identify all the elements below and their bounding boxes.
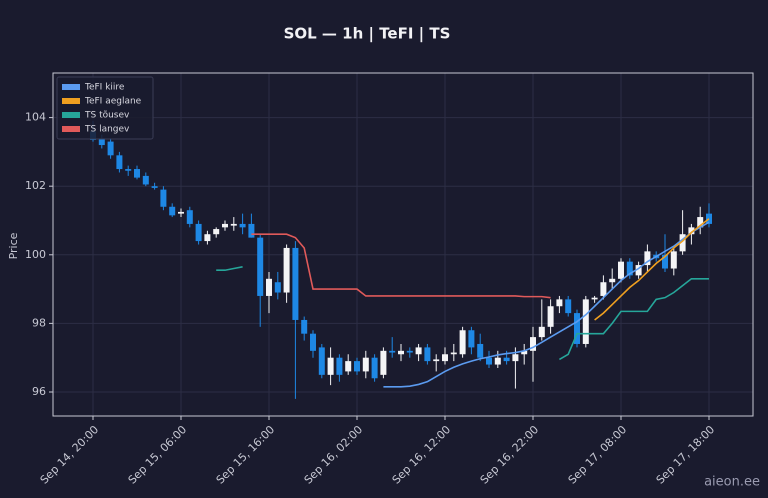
y-tick-label: 98 xyxy=(32,316,46,329)
candle-body xyxy=(433,359,440,362)
legend-label: TeFI aeglane xyxy=(84,97,142,107)
candle-body xyxy=(292,247,299,320)
candle-body xyxy=(538,326,545,338)
candle-body xyxy=(274,282,281,293)
legend-swatch xyxy=(62,84,80,90)
candle-body xyxy=(345,361,352,372)
candle-body xyxy=(486,357,492,365)
chart-title: SOL — 1h | TeFI | TS xyxy=(284,25,451,44)
legend: TeFI kiire TeFI aeglane TS tõusev TS langev xyxy=(56,76,154,140)
candle-body xyxy=(565,299,572,314)
candle-body xyxy=(178,211,184,214)
candle-body xyxy=(204,234,211,242)
candle-body xyxy=(239,223,246,228)
candle-body xyxy=(468,330,475,348)
candle-body xyxy=(248,223,255,238)
candle-body xyxy=(169,206,176,216)
candle-body xyxy=(600,282,607,296)
candle-body xyxy=(574,313,580,344)
legend-swatch xyxy=(62,112,80,118)
candle-body xyxy=(134,169,140,178)
candle-body xyxy=(503,357,510,362)
indicator-line xyxy=(216,266,709,361)
indicator-line xyxy=(594,218,710,321)
y-tick-label: 100 xyxy=(25,248,46,261)
candle-body xyxy=(424,347,431,362)
candle-body xyxy=(626,261,633,276)
y-axis-label: Price xyxy=(7,232,20,259)
candle-body xyxy=(389,350,396,353)
candle-body xyxy=(125,169,132,171)
candle-body xyxy=(336,357,343,375)
indicator-line xyxy=(251,233,551,299)
candle-body xyxy=(266,278,272,296)
legend-label: TeFI kiire xyxy=(84,83,125,93)
candle-body xyxy=(98,138,105,146)
candle-body xyxy=(547,306,554,327)
candle-body xyxy=(618,261,624,279)
candle-body xyxy=(697,217,704,228)
candle-body xyxy=(151,186,158,188)
legend-swatch xyxy=(62,126,80,132)
candle-body xyxy=(688,227,695,235)
candle-body xyxy=(362,357,369,372)
candle-body xyxy=(327,357,334,375)
indicator-line xyxy=(383,221,710,388)
candle-body xyxy=(477,343,484,358)
candle-body xyxy=(380,350,387,375)
candle-body xyxy=(459,330,466,355)
candle-body xyxy=(301,319,308,334)
candle-body xyxy=(371,357,378,379)
candle-body xyxy=(635,265,642,276)
candle-body xyxy=(160,189,167,207)
candle-body xyxy=(398,350,404,355)
legend-swatch xyxy=(62,98,80,104)
candle-body xyxy=(591,297,598,300)
y-tick-label: 96 xyxy=(32,385,46,398)
candle-body xyxy=(310,333,316,351)
candle-body xyxy=(450,352,457,355)
candle-body xyxy=(609,278,616,283)
candle-body xyxy=(142,175,149,185)
candle-body xyxy=(222,223,228,228)
candle-body xyxy=(318,347,325,375)
candle-body xyxy=(283,247,290,293)
y-tick-label: 102 xyxy=(25,179,46,192)
candle-body xyxy=(107,141,114,156)
candle-body xyxy=(530,337,536,351)
candle-body xyxy=(257,237,264,296)
legend-label: TS langev xyxy=(84,125,130,135)
candle-body xyxy=(512,354,519,362)
legend-box xyxy=(56,76,154,140)
candle-body xyxy=(556,299,563,307)
legend-label: TS tõusev xyxy=(84,111,130,121)
plot-frame xyxy=(52,72,754,417)
candle-body xyxy=(521,350,528,355)
candle-body xyxy=(116,155,123,170)
candle-body xyxy=(213,229,220,235)
candle-body xyxy=(644,251,651,266)
candle-body xyxy=(582,299,589,344)
candle-body xyxy=(662,254,668,269)
candle-body xyxy=(195,223,202,242)
candle-body xyxy=(415,347,422,355)
y-tick-label: 104 xyxy=(25,111,46,124)
candle-body xyxy=(354,361,360,372)
candle-body xyxy=(230,223,237,226)
candle-body xyxy=(186,210,193,224)
candle-body xyxy=(670,251,677,269)
candle-body xyxy=(679,234,686,252)
candle-body xyxy=(494,357,501,365)
candle-body xyxy=(406,350,413,353)
candle-body xyxy=(442,354,448,362)
watermark: aieon.ee xyxy=(704,475,760,490)
